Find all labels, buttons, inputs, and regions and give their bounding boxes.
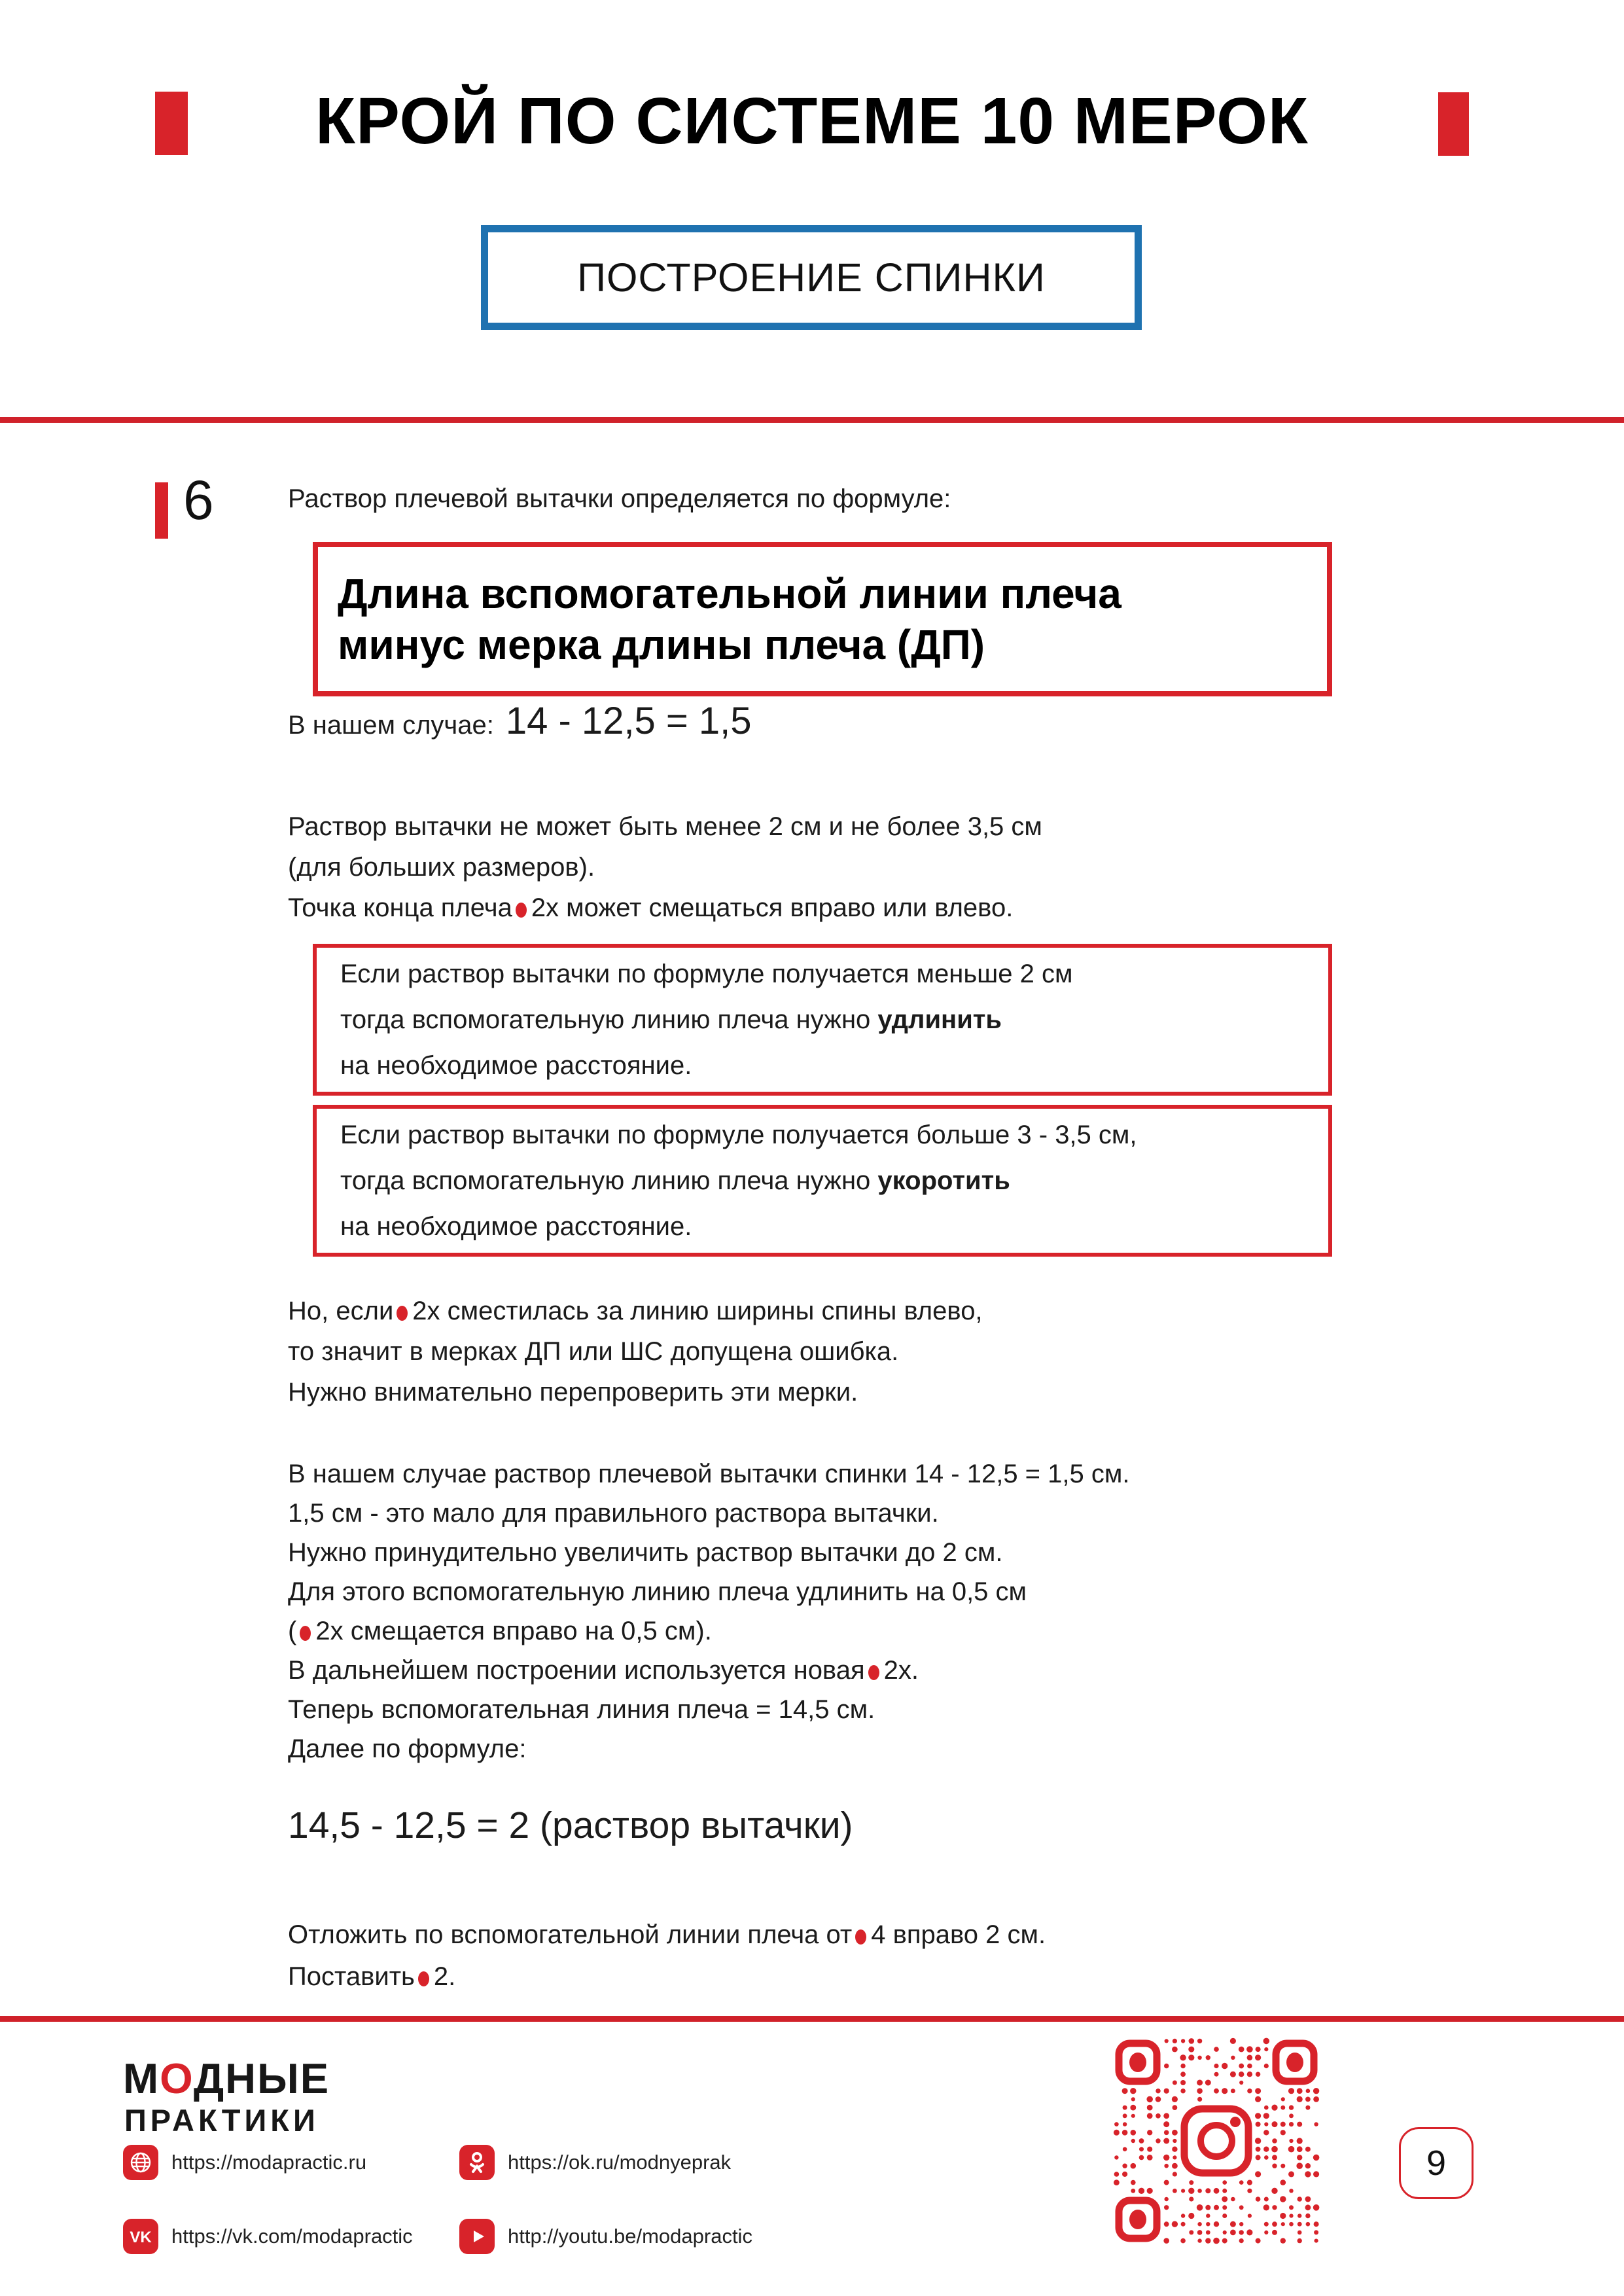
formula-box: Длина вспомогательной линии плеча минус …	[313, 542, 1332, 696]
link-row-youtube: http://youtu.be/modapractic	[459, 2219, 752, 2254]
paragraph-our-case: В нашем случае раствор плечевой вытачки …	[288, 1460, 1130, 1763]
red-point-marker	[868, 1665, 879, 1680]
case-label: В нашем случае:	[288, 711, 494, 740]
page-subtitle: ПОСТРОЕНИЕ СПИНКИ	[577, 255, 1046, 300]
red-point-marker	[417, 1971, 429, 1986]
red-point-marker	[300, 1626, 311, 1641]
red-point-marker	[397, 1306, 408, 1321]
website-link[interactable]: https://modapractic.ru	[171, 2151, 367, 2174]
logo-letters-rest: ДНЫЕ	[193, 2054, 330, 2102]
formula-line-2: минус мерка длины плеча (ДП)	[338, 621, 985, 668]
header-accent-left	[155, 92, 188, 155]
ok-link[interactable]: https://ok.ru/modnyeprak	[508, 2151, 732, 2174]
youtube-icon	[459, 2219, 495, 2254]
subtitle-box: ПОСТРОЕНИЕ СПИНКИ	[481, 225, 1142, 330]
header-accent-right	[1438, 92, 1469, 156]
red-point-marker	[515, 903, 527, 918]
top-divider	[0, 417, 1624, 423]
svg-text:VK: VK	[130, 2229, 152, 2246]
page-number: 9	[1426, 2144, 1447, 2183]
bottom-divider	[0, 2016, 1624, 2022]
link-row-website: https://modapractic.ru	[123, 2145, 366, 2180]
instagram-qr-code	[1113, 2037, 1320, 2244]
paragraph-final-instruction: Отложить по вспомогательной линии плеча …	[288, 1920, 1046, 1991]
step-number: 6	[183, 469, 214, 531]
paragraph-dart-limits: Раствор вытачки не может быть менее 2 см…	[288, 812, 1042, 922]
globe-icon	[123, 2145, 158, 2180]
logo-letter-m: М	[123, 2054, 160, 2102]
red-point-marker	[855, 1929, 867, 1945]
link-row-vk: VK https://vk.com/modapractic	[123, 2219, 413, 2254]
formula-result: 14,5 - 12,5 = 2 (раствор вытачки)	[288, 1804, 853, 1846]
qr-finder-bottom-left	[1115, 2197, 1161, 2242]
qr-finder-top-left	[1115, 2039, 1161, 2085]
case-line: В нашем случае: 14 - 12,5 = 1,5	[288, 699, 752, 743]
paragraph-measure-error: Но, если 2х сместилась за линию ширины сп…	[288, 1297, 983, 1407]
qr-finder-top-right	[1272, 2039, 1318, 2085]
step-intro: Раствор плечевой вытачки определяется по…	[288, 484, 951, 513]
step-marker-bar	[155, 482, 168, 539]
page-title: КРОЙ ПО СИСТЕМЕ 10 МЕРОК	[315, 84, 1309, 158]
brand-logo-line1: МОДНЫЕ	[123, 2054, 330, 2103]
warning-box-shorten: Если раствор вытачки по формуле получает…	[313, 1105, 1332, 1257]
ok-icon	[459, 2145, 495, 2180]
youtube-link[interactable]: http://youtu.be/modapractic	[508, 2225, 752, 2248]
brand-logo-line2: ПРАКТИКИ	[124, 2103, 319, 2138]
formula-line-1: Длина вспомогательной линии плеча	[338, 570, 1121, 617]
vk-icon: VK	[123, 2219, 158, 2254]
page-number-badge: 9	[1399, 2127, 1474, 2199]
link-row-ok: https://ok.ru/modnyeprak	[459, 2145, 731, 2180]
case-value: 14 - 12,5 = 1,5	[505, 700, 752, 742]
warning-box-lengthen: Если раствор вытачки по формуле получает…	[313, 944, 1332, 1096]
logo-letter-o-red: О	[160, 2054, 194, 2102]
instagram-icon	[1180, 2105, 1252, 2177]
vk-link[interactable]: https://vk.com/modapractic	[171, 2225, 413, 2248]
